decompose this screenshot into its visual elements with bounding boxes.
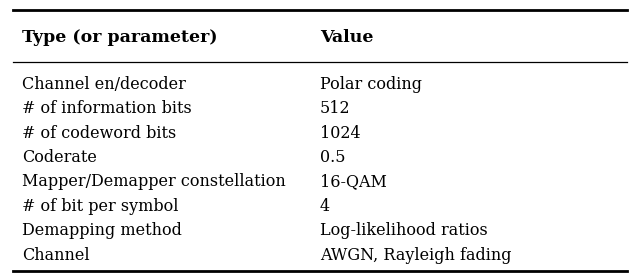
- Text: Type (or parameter): Type (or parameter): [22, 29, 218, 46]
- Text: Value: Value: [320, 29, 374, 46]
- Text: 4: 4: [320, 198, 330, 215]
- Text: Log-likelihood ratios: Log-likelihood ratios: [320, 222, 488, 239]
- Text: Polar coding: Polar coding: [320, 76, 422, 93]
- Text: Demapping method: Demapping method: [22, 222, 182, 239]
- Text: AWGN, Rayleigh fading: AWGN, Rayleigh fading: [320, 247, 511, 264]
- Text: 512: 512: [320, 100, 351, 117]
- Text: # of information bits: # of information bits: [22, 100, 192, 117]
- Text: 1024: 1024: [320, 125, 360, 142]
- Text: 0.5: 0.5: [320, 149, 346, 166]
- Text: Channel en/decoder: Channel en/decoder: [22, 76, 186, 93]
- Text: # of bit per symbol: # of bit per symbol: [22, 198, 179, 215]
- Text: Coderate: Coderate: [22, 149, 97, 166]
- Text: Mapper/Demapper constellation: Mapper/Demapper constellation: [22, 173, 286, 191]
- Text: Channel: Channel: [22, 247, 90, 264]
- Text: 16-QAM: 16-QAM: [320, 173, 387, 191]
- Text: # of codeword bits: # of codeword bits: [22, 125, 177, 142]
